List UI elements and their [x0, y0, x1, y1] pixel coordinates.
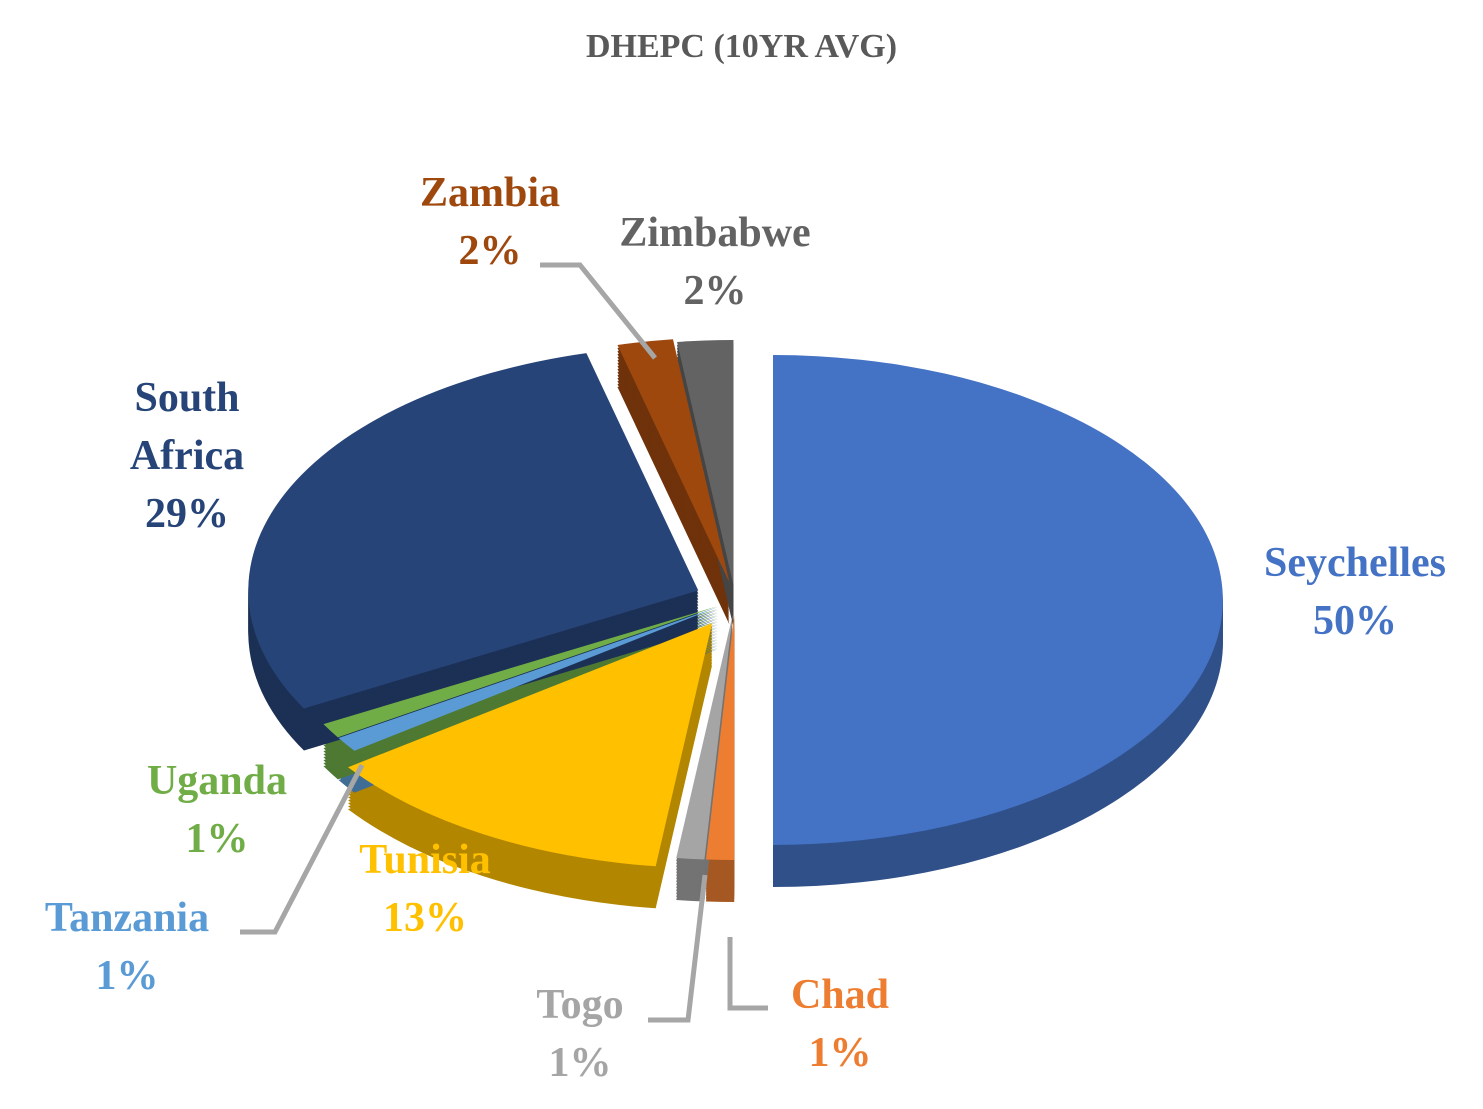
data-label: Uganda 1%	[87, 752, 347, 868]
slice	[677, 340, 734, 586]
data-label: South Africa 29%	[97, 369, 277, 543]
leader-line	[648, 874, 708, 1023]
leader-line	[240, 763, 365, 935]
category-label: South Africa	[129, 375, 245, 479]
slice	[617, 339, 730, 583]
slice	[338, 606, 719, 751]
leader-lines	[240, 262, 768, 1023]
slice	[705, 614, 735, 860]
category-label: Zambia	[419, 170, 561, 216]
data-label: Zimbabwe 2%	[585, 204, 845, 320]
data-label: Seychelles 50%	[1225, 534, 1483, 650]
slice	[676, 614, 733, 860]
value-label: 2%	[683, 268, 747, 314]
value-label: 1%	[185, 816, 249, 862]
chart-title: DHEPC (10YR AVG)	[585, 28, 898, 65]
category-label: Togo	[536, 982, 624, 1028]
value-label: 1%	[95, 953, 159, 999]
slice	[348, 623, 713, 867]
category-label: Seychelles	[1264, 540, 1446, 586]
slice	[773, 355, 1223, 845]
category-label: Tunisia	[359, 837, 491, 883]
category-label: Chad	[790, 972, 890, 1018]
data-label: Tanzania 1%	[0, 889, 257, 1005]
leader-line	[540, 262, 657, 360]
slices	[248, 339, 1223, 909]
value-label: 1%	[808, 1030, 872, 1076]
category-label: Uganda	[146, 758, 288, 804]
category-label: Zimbabwe	[619, 210, 811, 256]
data-label: Chad 1%	[710, 966, 970, 1082]
data-label: Tunisia 13%	[295, 831, 555, 947]
leader-line	[727, 937, 768, 1011]
value-label: 50%	[1313, 598, 1397, 644]
slice	[323, 606, 718, 738]
data-label: Togo 1%	[450, 976, 710, 1092]
value-label: 29%	[145, 491, 229, 537]
category-label: Tanzania	[44, 895, 210, 941]
value-label: 1%	[548, 1040, 612, 1086]
value-label: 13%	[383, 895, 467, 941]
data-label: Zambia 2%	[360, 164, 620, 280]
slice	[248, 353, 699, 709]
value-label: 2%	[458, 228, 522, 274]
